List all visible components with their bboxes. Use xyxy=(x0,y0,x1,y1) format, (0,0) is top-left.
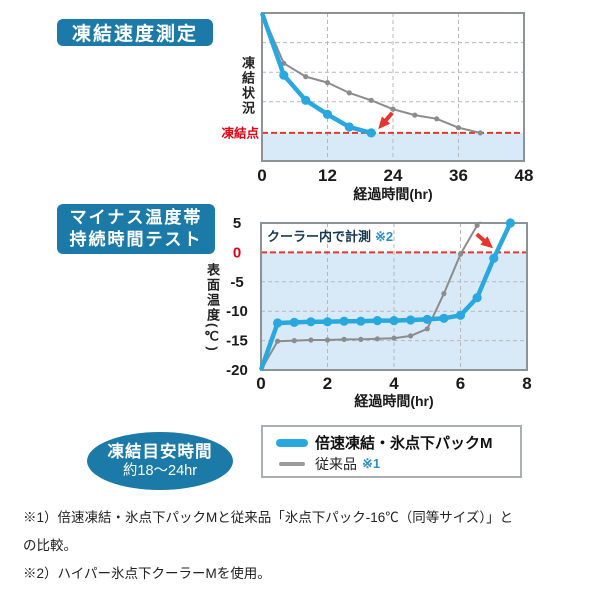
series-marker-conventional xyxy=(457,251,464,257)
x-tick-label: 8 xyxy=(522,374,531,393)
series-marker-fast-freeze xyxy=(372,316,382,326)
series-marker-conventional xyxy=(368,97,374,103)
series-marker-fast-freeze xyxy=(301,95,311,105)
x-tick-label: 4 xyxy=(389,374,399,393)
footnote-2: ※2）ハイパー氷点下クーラーMを使用。 xyxy=(23,566,271,581)
y-tick-label: -15 xyxy=(226,333,248,350)
x-tick-label: 24 xyxy=(384,166,403,185)
series-marker-conventional xyxy=(408,333,414,339)
chart2-y-axis-label: 表面温度(℃) xyxy=(205,263,220,353)
freeze-time-ellipse-badge: 凍結目安時間 約18〜24hr xyxy=(87,432,233,490)
series-marker-fast-freeze xyxy=(422,314,432,324)
chart2-annotation-ref: ※2 xyxy=(375,229,394,244)
series-line-fast-freeze xyxy=(258,222,513,371)
arrow-head-icon xyxy=(480,236,494,249)
series-marker-conventional xyxy=(341,336,347,342)
series-marker-conventional xyxy=(455,125,462,131)
series-marker-conventional xyxy=(324,80,331,86)
footnote-1-line-2: の比較。 xyxy=(23,538,77,553)
series-marker-fast-freeze xyxy=(455,310,466,320)
series-marker-conventional xyxy=(477,130,483,136)
series-marker-conventional xyxy=(391,335,397,341)
series-line-conventional xyxy=(261,12,481,134)
series-marker-fast-freeze xyxy=(366,128,376,138)
series-marker-conventional xyxy=(374,336,380,342)
series-marker-fast-freeze xyxy=(505,218,515,228)
series-marker-fast-freeze xyxy=(306,317,316,327)
y-tick-label: -20 xyxy=(226,362,248,379)
legend-label-fast-freeze: 倍速凍結・氷点下パックM xyxy=(315,435,493,452)
plot-border xyxy=(260,222,528,371)
freeze-speed-title: 凍結速度測定 xyxy=(71,24,198,45)
footnotes: ※1）倍速凍結・氷点下パックMと従来品「氷点下パック-16℃（同等サイズ）」と … xyxy=(23,504,588,588)
freeze-time-badge-value: 約18〜24hr xyxy=(122,463,198,480)
series-marker-conventional xyxy=(441,291,447,297)
series-marker-fast-freeze xyxy=(344,122,354,132)
series-marker-fast-freeze xyxy=(289,317,299,327)
series-line-fast-freeze xyxy=(259,12,372,136)
series-marker-conventional xyxy=(412,112,418,118)
minus-temp-chart: 0 2 4 6 8 5 0 -5 -10 -15 -20 xyxy=(226,215,532,393)
series-marker-conventional xyxy=(474,222,480,228)
series-marker-fast-freeze xyxy=(322,109,333,119)
gray-line-swatch-icon xyxy=(279,461,305,466)
series-marker-fast-freeze xyxy=(439,313,449,323)
chart2-annotation-text: クーラー内で計測 xyxy=(267,229,372,244)
plot-border xyxy=(261,12,525,162)
series-marker-fast-freeze xyxy=(489,253,499,263)
series-marker-fast-freeze xyxy=(322,317,333,327)
y-tick-label: 0 xyxy=(233,244,241,261)
series-marker-conventional xyxy=(281,60,287,66)
y-tick-label: -5 xyxy=(230,274,243,291)
series-marker-conventional xyxy=(434,116,440,122)
x-tick-label: 0 xyxy=(256,374,265,393)
series-marker-fast-freeze xyxy=(279,70,289,80)
series-marker-conventional xyxy=(308,337,314,343)
x-tick-label: 0 xyxy=(257,166,266,185)
series-marker-fast-freeze xyxy=(472,293,482,303)
x-tick-label: 6 xyxy=(456,374,465,393)
series-marker-fast-freeze xyxy=(389,316,399,326)
minus-temp-title-line1: マイナス温度帯 xyxy=(69,207,203,227)
x-tick-label: 12 xyxy=(318,166,337,185)
series-marker-conventional xyxy=(291,338,297,344)
footnote-1-line-1: ※1）倍速凍結・氷点下パックMと従来品「氷点下パック-16℃（同等サイズ）」と xyxy=(23,510,514,525)
threshold-label: 凍結点 xyxy=(221,125,259,140)
minus-temp-title-badge: マイナス温度帯 持続時間テスト xyxy=(57,204,215,254)
blue-line-swatch-icon xyxy=(276,438,308,447)
series-marker-conventional xyxy=(424,326,430,332)
series-marker-conventional xyxy=(324,337,331,343)
series-marker-conventional xyxy=(346,90,352,96)
freeze-speed-chart: 0 12 24 36 48 凍結点 xyxy=(221,12,534,185)
legend-conventional-ref: ※1 xyxy=(362,455,381,471)
chart1-y-axis-label: 凍結状況 xyxy=(240,56,255,116)
legend-item-conventional: 従来品 ※1 xyxy=(276,453,520,474)
series-marker-conventional xyxy=(390,106,396,112)
legend-label-conventional: 従来品 xyxy=(315,455,357,472)
series-marker-conventional xyxy=(358,336,364,342)
minus-temp-title-line2: 持続時間テスト xyxy=(69,230,203,249)
chart2-x-axis-label: 経過時間(hr) xyxy=(354,393,434,409)
chart1-x-axis-label: 経過時間(hr) xyxy=(353,186,433,202)
x-tick-label: 36 xyxy=(449,166,468,185)
legend-item-fast-freeze: 倍速凍結・氷点下パックM xyxy=(276,432,520,453)
y-tick-label: -10 xyxy=(226,303,248,320)
series-marker-fast-freeze xyxy=(356,316,366,326)
arrow-head-icon xyxy=(378,116,391,130)
y-tick-label: 5 xyxy=(233,215,241,232)
series-marker-conventional xyxy=(303,74,309,80)
x-tick-label: 2 xyxy=(323,374,332,393)
freeze-time-badge-title: 凍結目安時間 xyxy=(107,442,213,461)
chart2-annotation: クーラー内で計測 ※2 xyxy=(267,226,393,245)
series-marker-fast-freeze xyxy=(406,315,416,325)
x-tick-label: 48 xyxy=(515,166,534,185)
freeze-speed-title-badge: 凍結速度測定 xyxy=(57,19,213,46)
series-marker-fast-freeze xyxy=(273,318,283,328)
series-marker-fast-freeze xyxy=(339,316,349,326)
series-marker-conventional xyxy=(275,338,281,344)
chart-legend: 倍速凍結・氷点下パックM 従来品 ※1 xyxy=(261,425,522,478)
